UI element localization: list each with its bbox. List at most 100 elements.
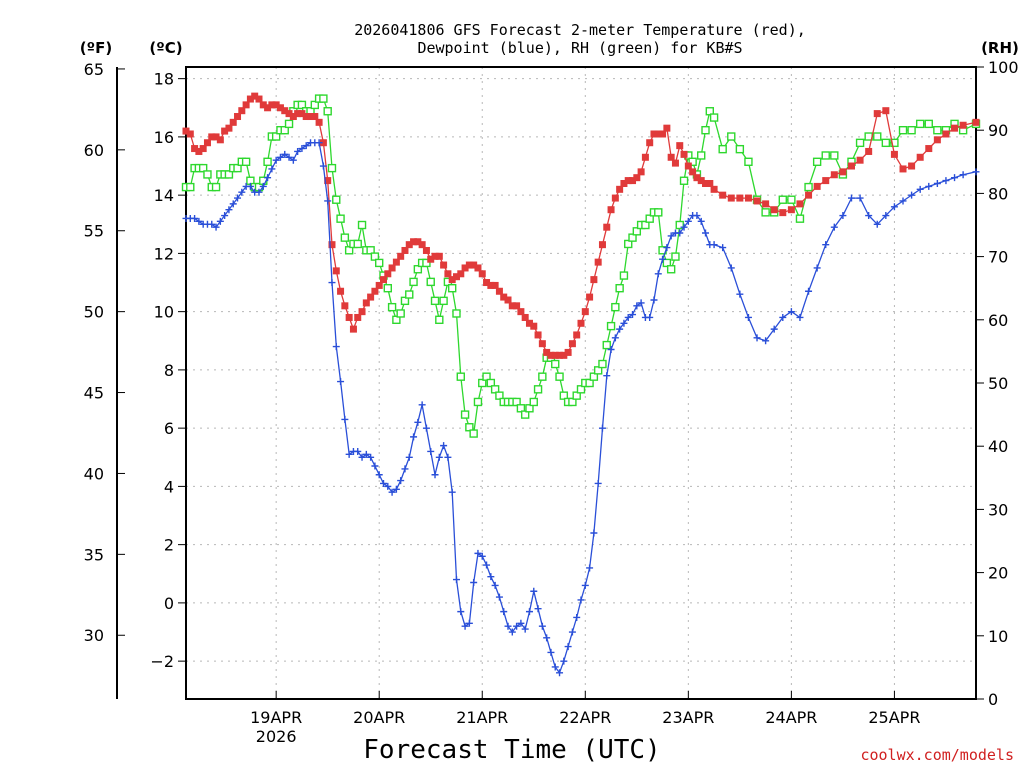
temperature-point bbox=[684, 162, 692, 170]
temperature-point bbox=[251, 92, 259, 100]
dewpoint-point bbox=[637, 299, 645, 307]
temperature-point bbox=[315, 118, 323, 126]
dewpoint-point bbox=[770, 325, 778, 333]
rh-point bbox=[821, 151, 830, 160]
temperature-point bbox=[538, 340, 546, 348]
rh-tick-label: 70 bbox=[988, 248, 1008, 267]
rh-point bbox=[426, 277, 435, 287]
temperature-series bbox=[182, 92, 980, 359]
rh-point bbox=[761, 208, 770, 217]
dewpoint-point bbox=[285, 153, 293, 161]
chart-title-line1: 2026041806 GFS Forecast 2-meter Temperat… bbox=[354, 21, 806, 39]
dewpoint-point bbox=[229, 200, 237, 208]
temperature-point bbox=[199, 145, 207, 153]
temperature-point bbox=[908, 162, 916, 170]
temperature-point bbox=[551, 351, 559, 359]
rh-point bbox=[375, 258, 384, 268]
rh-point bbox=[933, 125, 942, 135]
rh-point bbox=[602, 340, 611, 350]
temperature-point bbox=[951, 124, 959, 132]
temperature-point bbox=[822, 177, 830, 185]
rh-point bbox=[787, 195, 796, 204]
dewpoint-point bbox=[298, 145, 306, 153]
rh-tick-label: 50 bbox=[988, 374, 1008, 393]
fahrenheit-tick-label: 40 bbox=[84, 464, 104, 483]
dewpoint-point bbox=[418, 401, 426, 409]
celsius-tick-label: −2 bbox=[150, 652, 174, 671]
dewpoint-point bbox=[710, 241, 718, 249]
dewpoint-point bbox=[796, 313, 804, 321]
rh-point bbox=[224, 170, 234, 179]
dewpoint-point bbox=[899, 197, 907, 205]
rh-point bbox=[907, 125, 916, 135]
rh-point bbox=[576, 385, 586, 394]
rh-point bbox=[855, 138, 865, 148]
temperature-point bbox=[611, 194, 619, 202]
temperature-point bbox=[521, 313, 529, 321]
x-axis-title: Forecast Time (UTC) bbox=[363, 735, 660, 765]
temperature-point bbox=[182, 127, 190, 135]
dewpoint-point bbox=[659, 255, 667, 263]
dewpoint-point bbox=[680, 223, 688, 231]
dewpoint-point bbox=[427, 447, 435, 455]
rh-point bbox=[812, 157, 822, 167]
temperature-point bbox=[513, 302, 521, 310]
rh-point bbox=[319, 94, 328, 103]
fahrenheit-tick-label: 35 bbox=[84, 545, 104, 564]
rh-point bbox=[447, 284, 457, 293]
rh-point bbox=[529, 397, 538, 407]
rh-point bbox=[611, 302, 620, 312]
celsius-tick-label: 8 bbox=[164, 361, 174, 380]
temperature-point bbox=[478, 270, 486, 278]
dewpoint-point bbox=[212, 223, 220, 231]
rh-point bbox=[452, 309, 461, 318]
rh-point bbox=[297, 100, 307, 110]
dewpoint-point bbox=[916, 185, 924, 193]
dewpoint-point bbox=[586, 564, 594, 572]
rh-point bbox=[795, 214, 805, 223]
temperature-point bbox=[925, 145, 933, 153]
rh-point bbox=[430, 296, 440, 306]
temperature-point bbox=[646, 139, 654, 147]
dewpoint-point bbox=[942, 177, 950, 185]
temperature-point bbox=[603, 223, 611, 231]
temperature-point bbox=[508, 302, 516, 310]
dewpoint-point bbox=[431, 471, 439, 479]
temperature-point bbox=[624, 177, 632, 185]
dewpoint-point bbox=[255, 188, 263, 196]
dewpoint-point bbox=[208, 220, 216, 228]
temperature-point bbox=[736, 194, 744, 202]
dewpoint-point bbox=[405, 453, 413, 461]
rh-point bbox=[186, 182, 195, 192]
rh-point bbox=[353, 239, 362, 249]
temperature-point bbox=[856, 156, 864, 164]
dewpoint-point bbox=[890, 203, 898, 211]
rh-point bbox=[512, 397, 521, 407]
rh-point bbox=[211, 182, 221, 192]
dewpoint-point bbox=[822, 241, 830, 249]
temperature-point bbox=[620, 179, 628, 187]
dewpoint-point bbox=[646, 313, 654, 321]
rh-point bbox=[439, 296, 448, 306]
temperature-point bbox=[229, 118, 237, 126]
fahrenheit-tick-label: 55 bbox=[84, 222, 104, 241]
credit-text: coolwx.com/models bbox=[860, 746, 1014, 764]
grid-lines bbox=[186, 67, 976, 699]
dewpoint-point bbox=[560, 657, 568, 665]
rh-point bbox=[624, 239, 633, 249]
temperature-point bbox=[384, 270, 392, 278]
dewpoint-point bbox=[547, 648, 555, 656]
dewpoint-point bbox=[543, 634, 551, 642]
dewpoint-point bbox=[358, 453, 366, 461]
temperature-point bbox=[581, 308, 589, 316]
rh-point bbox=[555, 372, 564, 381]
rh-point bbox=[516, 404, 526, 413]
temperature-point bbox=[568, 340, 576, 348]
temperature-point bbox=[238, 107, 246, 115]
temperature-point bbox=[659, 130, 667, 138]
temperature-point bbox=[435, 252, 443, 260]
dewpoint-point bbox=[315, 139, 323, 147]
x-tick-label: 21APR bbox=[456, 708, 508, 727]
temperature-point bbox=[676, 142, 684, 150]
